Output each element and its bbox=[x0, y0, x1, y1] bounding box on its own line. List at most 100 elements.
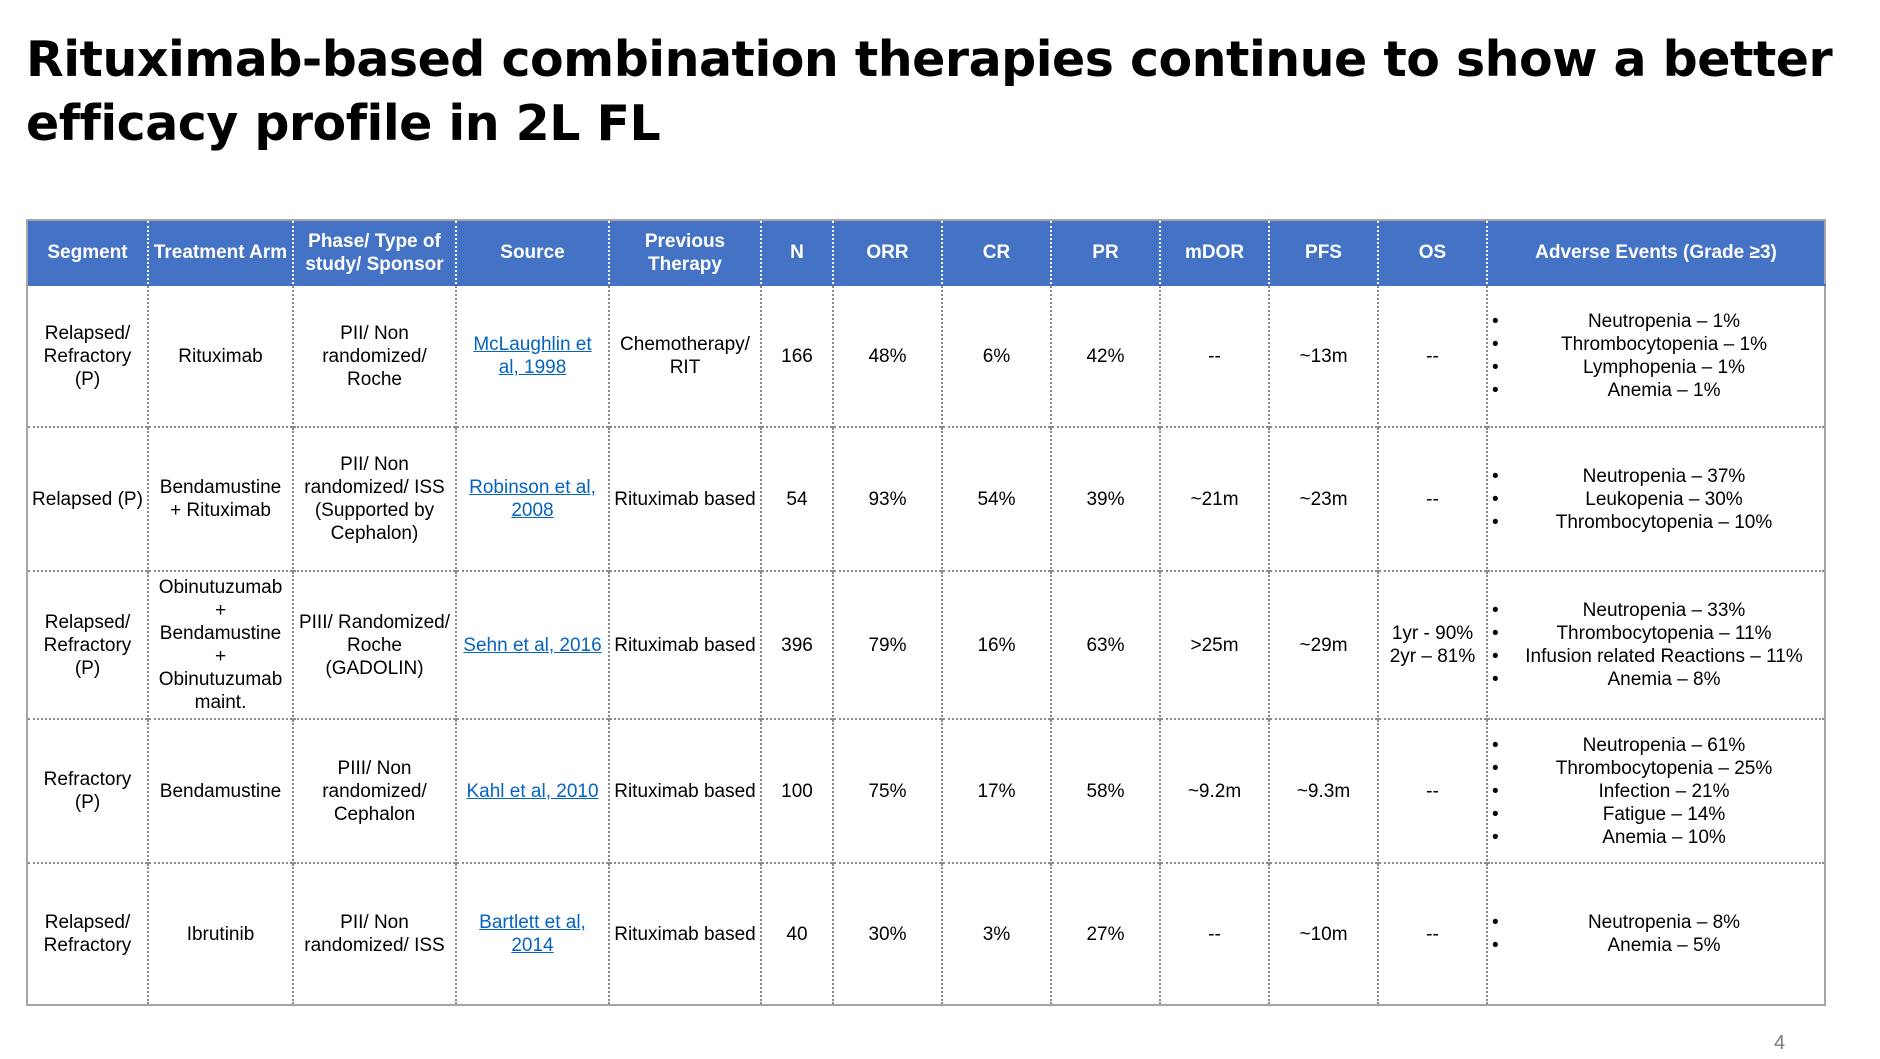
adverse-events-list: Neutropenia – 37% Leukopenia – 30% Throm… bbox=[1492, 465, 1820, 534]
adverse-event-item: Neutropenia – 33% bbox=[1492, 599, 1820, 622]
adverse-event-item: Thrombocytopenia – 11% bbox=[1492, 622, 1820, 645]
adverse-event-item: Anemia – 1% bbox=[1492, 379, 1820, 402]
cell-pr: 58% bbox=[1050, 718, 1160, 863]
cell-adverse-events: Neutropenia – 1% Thrombocytopenia – 1% L… bbox=[1486, 284, 1825, 427]
cell-phase: PIII/ Non randomized/ Cephalon bbox=[292, 718, 456, 863]
cell-treatment-arm: Rituximab bbox=[147, 284, 293, 427]
adverse-event-item: Anemia – 8% bbox=[1492, 668, 1820, 691]
cell-adverse-events: Neutropenia – 8% Anemia – 5% bbox=[1486, 862, 1825, 1005]
cell-segment: Relapsed (P) bbox=[26, 426, 148, 571]
cell-segment: Relapsed/ Refractory bbox=[26, 862, 148, 1005]
cell-pfs: ~13m bbox=[1268, 284, 1378, 427]
cell-previous-therapy: Rituximab based bbox=[608, 718, 761, 863]
cell-n: 396 bbox=[760, 570, 833, 719]
cell-mdor: ~9.2m bbox=[1159, 718, 1269, 863]
cell-cr: 6% bbox=[941, 284, 1051, 427]
cell-os: -- bbox=[1377, 718, 1487, 863]
cell-segment: Relapsed/ Refractory (P) bbox=[26, 284, 148, 427]
slide-title-line-2: efficacy profile in 2L FL bbox=[26, 95, 661, 152]
adverse-event-item: Fatigue – 14% bbox=[1492, 803, 1820, 826]
header-n: N bbox=[760, 219, 833, 285]
cell-treatment-arm: Bendamustine + Rituximab bbox=[147, 426, 293, 571]
adverse-event-item: Thrombocytopenia – 25% bbox=[1492, 757, 1820, 780]
cell-n: 166 bbox=[760, 284, 833, 427]
cell-os: -- bbox=[1377, 426, 1487, 571]
table-row: Refractory (P) Bendamustine PIII/ Non ra… bbox=[26, 718, 1825, 863]
cell-source: McLaughlin et al, 1998 bbox=[455, 284, 609, 427]
cell-source: Kahl et al, 2010 bbox=[455, 718, 609, 863]
cell-orr: 75% bbox=[832, 718, 942, 863]
cell-orr: 30% bbox=[832, 862, 942, 1005]
cell-pfs: ~9.3m bbox=[1268, 718, 1378, 863]
cell-pr: 27% bbox=[1050, 862, 1160, 1005]
cell-n: 54 bbox=[760, 426, 833, 571]
header-adverse-events: Adverse Events (Grade ≥3) bbox=[1486, 219, 1825, 285]
cell-adverse-events: Neutropenia – 37% Leukopenia – 30% Throm… bbox=[1486, 426, 1825, 571]
cell-phase: PII/ Non randomized/ ISS bbox=[292, 862, 456, 1005]
cell-phase: PII/ Non randomized/ Roche bbox=[292, 284, 456, 427]
table-row: Relapsed (P) Bendamustine + Rituximab PI… bbox=[26, 426, 1825, 571]
cell-cr: 17% bbox=[941, 718, 1051, 863]
cell-source: Sehn et al, 2016 bbox=[455, 570, 609, 719]
cell-pfs: ~10m bbox=[1268, 862, 1378, 1005]
cell-previous-therapy: Rituximab based bbox=[608, 862, 761, 1005]
adverse-event-item: Anemia – 10% bbox=[1492, 826, 1820, 849]
header-source: Source bbox=[455, 219, 609, 285]
adverse-events-list: Neutropenia – 33% Thrombocytopenia – 11%… bbox=[1492, 599, 1820, 691]
adverse-event-item: Anemia – 5% bbox=[1492, 934, 1820, 957]
table-header: Segment Treatment Arm Phase/ Type of stu… bbox=[26, 219, 1825, 285]
cell-n: 40 bbox=[760, 862, 833, 1005]
adverse-event-item: Infusion related Reactions – 11% bbox=[1492, 645, 1820, 668]
cell-adverse-events: Neutropenia – 33% Thrombocytopenia – 11%… bbox=[1486, 570, 1825, 719]
adverse-event-item: Neutropenia – 8% bbox=[1492, 911, 1820, 934]
cell-orr: 48% bbox=[832, 284, 942, 427]
source-link[interactable]: Kahl et al, 2010 bbox=[466, 780, 599, 802]
header-os: OS bbox=[1377, 219, 1487, 285]
cell-mdor: -- bbox=[1159, 862, 1269, 1005]
header-row: Segment Treatment Arm Phase/ Type of stu… bbox=[26, 219, 1825, 285]
cell-source: Bartlett et al, 2014 bbox=[455, 862, 609, 1005]
slide-title-line-1: Rituximab-based combination therapies co… bbox=[26, 31, 1833, 88]
cell-pr: 42% bbox=[1050, 284, 1160, 427]
cell-os: 1yr - 90% 2yr – 81% bbox=[1377, 570, 1487, 719]
therapy-comparison-table: Segment Treatment Arm Phase/ Type of stu… bbox=[26, 219, 1826, 1006]
header-mdor: mDOR bbox=[1159, 219, 1269, 285]
cell-pfs: ~29m bbox=[1268, 570, 1378, 719]
cell-pr: 63% bbox=[1050, 570, 1160, 719]
cell-orr: 79% bbox=[832, 570, 942, 719]
cell-previous-therapy: Rituximab based bbox=[608, 426, 761, 571]
cell-adverse-events: Neutropenia – 61% Thrombocytopenia – 25%… bbox=[1486, 718, 1825, 863]
cell-mdor: ~21m bbox=[1159, 426, 1269, 571]
cell-treatment-arm: Obinutuzumab + Bendamustine + Obinutuzum… bbox=[147, 570, 293, 719]
header-cr: CR bbox=[941, 219, 1051, 285]
adverse-events-list: Neutropenia – 8% Anemia – 5% bbox=[1492, 911, 1820, 957]
adverse-events-list: Neutropenia – 1% Thrombocytopenia – 1% L… bbox=[1492, 310, 1820, 402]
adverse-event-item: Neutropenia – 1% bbox=[1492, 310, 1820, 333]
cell-segment: Refractory (P) bbox=[26, 718, 148, 863]
cell-phase: PII/ Non randomized/ ISS (Supported by C… bbox=[292, 426, 456, 571]
header-pr: PR bbox=[1050, 219, 1160, 285]
adverse-event-item: Thrombocytopenia – 1% bbox=[1492, 333, 1820, 356]
source-link[interactable]: Sehn et al, 2016 bbox=[463, 634, 602, 656]
adverse-events-list: Neutropenia – 61% Thrombocytopenia – 25%… bbox=[1492, 734, 1820, 849]
source-link[interactable]: McLaughlin et al, 1998 bbox=[473, 334, 592, 378]
cell-segment: Relapsed/ Refractory (P) bbox=[26, 570, 148, 719]
cell-pr: 39% bbox=[1050, 426, 1160, 571]
table-body: Relapsed/ Refractory (P) Rituximab PII/ … bbox=[26, 284, 1825, 1005]
cell-n: 100 bbox=[760, 718, 833, 863]
header-orr: ORR bbox=[832, 219, 942, 285]
adverse-event-item: Thrombocytopenia – 10% bbox=[1492, 511, 1820, 534]
cell-phase: PIII/ Randomized/ Roche (GADOLIN) bbox=[292, 570, 456, 719]
cell-previous-therapy: Chemotherapy/ RIT bbox=[608, 284, 761, 427]
cell-cr: 3% bbox=[941, 862, 1051, 1005]
adverse-event-item: Infection – 21% bbox=[1492, 780, 1820, 803]
cell-cr: 16% bbox=[941, 570, 1051, 719]
source-link[interactable]: Robinson et al, 2008 bbox=[469, 477, 596, 521]
cell-treatment-arm: Bendamustine bbox=[147, 718, 293, 863]
table-row: Relapsed/ Refractory (P) Rituximab PII/ … bbox=[26, 284, 1825, 427]
header-segment: Segment bbox=[26, 219, 148, 285]
cell-mdor: -- bbox=[1159, 284, 1269, 427]
cell-previous-therapy: Rituximab based bbox=[608, 570, 761, 719]
source-link[interactable]: Bartlett et al, 2014 bbox=[479, 912, 586, 956]
adverse-event-item: Neutropenia – 37% bbox=[1492, 465, 1820, 488]
